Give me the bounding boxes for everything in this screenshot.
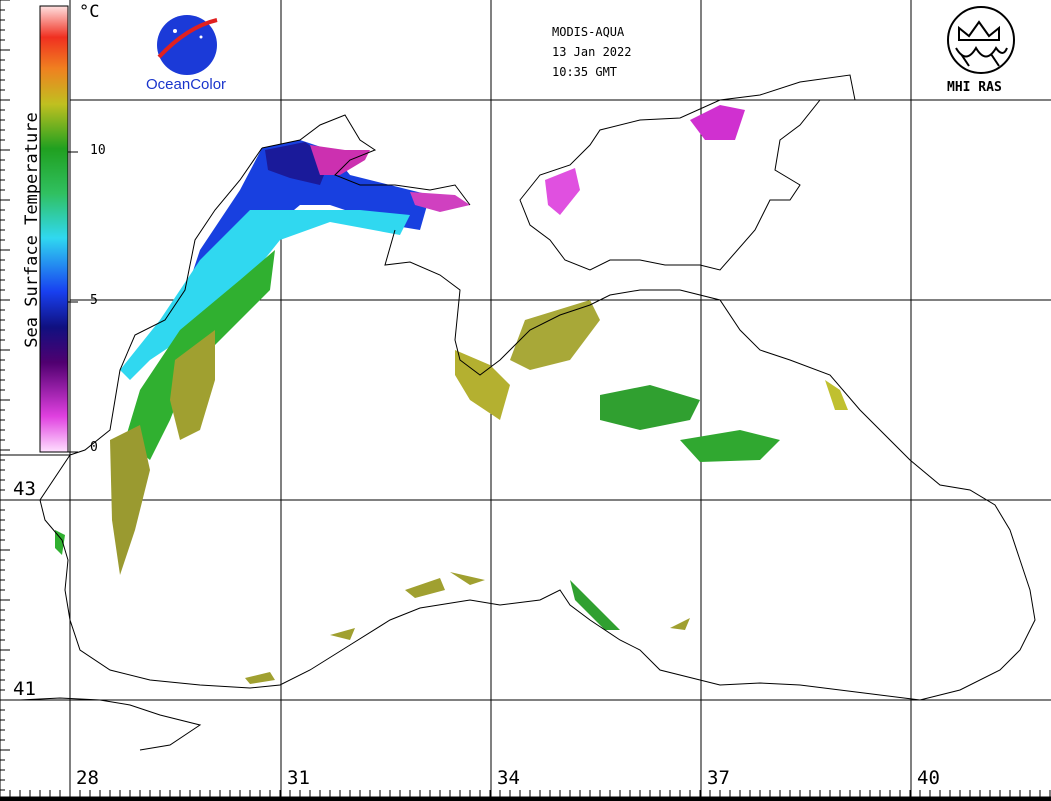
colorbar-title: Sea Surface Temperature — [22, 112, 42, 348]
satellite-name: MODIS-AQUA — [552, 25, 625, 39]
azov-magenta-east — [690, 105, 745, 140]
coast-caucasus — [679, 289, 1036, 701]
south-olive-d — [330, 628, 355, 640]
south-olive-c — [245, 672, 275, 684]
lat-label-43: 43 — [13, 478, 36, 500]
coast-crimea — [384, 229, 680, 376]
coastline — [19, 74, 1036, 751]
coast-bosphorus — [19, 697, 202, 751]
image-time: 10:35 GMT — [552, 65, 618, 79]
nw-shelf-blue — [160, 140, 430, 345]
magenta-karkinit — [410, 192, 470, 212]
lon-label-34: 34 — [497, 767, 520, 789]
olive-coast — [110, 425, 150, 575]
south-olive-b — [450, 572, 485, 585]
mhi-ras-label: MHI RAS — [947, 80, 1002, 95]
coast-west — [69, 147, 263, 456]
coast-azov — [519, 74, 856, 271]
colorbar — [39, 5, 69, 453]
south-olive-a — [405, 578, 445, 598]
south-green — [570, 580, 620, 630]
nasa-logo — [157, 15, 218, 75]
lon-label-28: 28 — [76, 767, 99, 789]
colorbar-unit: °C — [79, 2, 100, 22]
colorbar-tick-10: 10 — [90, 143, 106, 158]
cyan-band — [120, 210, 410, 380]
colorbar-tick-0: 0 — [90, 440, 98, 455]
azov-magenta-west — [545, 168, 580, 215]
lon-label-37: 37 — [707, 767, 730, 789]
coast-south — [39, 454, 701, 689]
oceancolor-label: OceanColor — [146, 76, 227, 93]
magenta-north — [310, 145, 370, 175]
colorbar-tick-5: 5 — [90, 293, 98, 308]
lon-label-40: 40 — [917, 767, 940, 789]
colorbar-ticks — [68, 151, 78, 453]
mhi-logo — [947, 6, 1015, 74]
image-date: 13 Jan 2022 — [552, 45, 632, 59]
kerch-olive — [510, 300, 600, 370]
olive-west — [170, 330, 215, 440]
lon-label-31: 31 — [287, 767, 310, 789]
coast-northwest — [261, 114, 471, 206]
sst-patches — [55, 105, 848, 684]
crimea-olive — [455, 350, 510, 420]
lat-label-41: 41 — [13, 678, 36, 700]
central-green-a — [600, 385, 700, 430]
south-olive-e — [670, 618, 690, 630]
bulgaria-green — [55, 530, 65, 555]
central-green-b — [680, 430, 780, 462]
caucasus-olive — [825, 380, 848, 410]
